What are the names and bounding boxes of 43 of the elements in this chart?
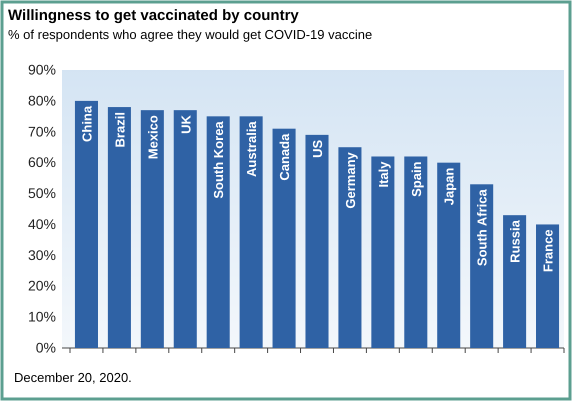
bar [404,156,428,348]
y-tick-label: 40% [28,216,56,232]
x-tick-label: South Korea [211,120,226,199]
x-tick-label: France [540,229,556,272]
bar [272,128,296,348]
x-tick-label: UK [178,114,194,134]
bar [174,110,197,348]
x-tick-label: Germany [342,151,358,209]
y-tick-label: 30% [28,246,56,263]
y-tick-label: 60% [28,154,56,170]
x-tick-label: Mexico [145,115,160,160]
chart-title: Willingness to get vaccinated by country [8,7,300,24]
x-tick-label: Australia [244,120,260,177]
y-tick-label: 20% [28,278,56,294]
bar [140,110,164,348]
bar [503,215,526,348]
x-tick-label: China [79,105,94,142]
bar [437,162,460,348]
bar [338,147,362,348]
y-tick-label: 90% [28,61,56,78]
x-tick-label: Russia [508,219,523,263]
bar [305,134,329,348]
y-tick-label: 0% [36,339,56,356]
bar [371,156,394,348]
y-tick-label: 80% [28,92,56,108]
bar [206,116,230,348]
x-tick-label: South Africa [474,188,490,266]
y-tick-label: 50% [28,185,56,202]
bar [240,116,263,348]
bar [74,100,98,348]
bar [536,224,560,348]
y-tick-label: 70% [28,123,56,140]
text: December 20, 2020. [14,370,132,385]
x-tick-label: US [310,140,325,158]
x-tick-label: Brazil [112,112,128,148]
chart-subtitle: % of respondents who agree they would get COVID-19 vaccine [8,27,372,42]
x-tick-label: Japan [442,168,457,206]
x-tick-label: Spain [408,161,424,197]
bar [108,107,131,348]
bar [470,184,494,348]
y-tick-label: 10% [28,308,56,325]
x-tick-label: Canada [277,132,292,181]
x-tick-label: Italy [376,160,391,188]
